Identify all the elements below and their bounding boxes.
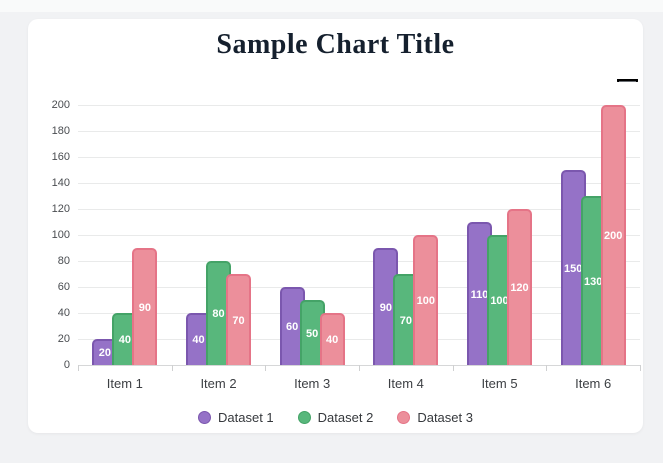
bar-value-label: 40 <box>326 334 339 346</box>
y-tick-label: 100 <box>51 229 70 241</box>
bar-value-label: 100 <box>490 295 509 307</box>
bar-dataset-3-item-4[interactable]: 100 <box>413 235 439 365</box>
x-axis-tick <box>640 365 641 371</box>
x-axis-tick <box>265 365 267 371</box>
legend-marker-icon <box>198 411 212 424</box>
chart-legend: Dataset 1 Dataset 2 Dataset 3 <box>28 410 643 425</box>
y-tick-label: 0 <box>63 359 70 371</box>
bar-value-label: 80 <box>212 308 225 320</box>
bar-value-label: 100 <box>416 295 435 307</box>
bar-value-label: 90 <box>138 301 151 314</box>
gridline <box>78 131 640 132</box>
hamburger-icon[interactable] <box>617 79 638 95</box>
bar-value-label: 200 <box>603 230 623 242</box>
bar-value-label: 70 <box>399 314 412 327</box>
x-axis-tick <box>359 365 360 371</box>
bar-dataset-3-item-2[interactable]: 70 <box>226 274 251 365</box>
legend-item-dataset-1[interactable]: Dataset 1 <box>198 410 274 425</box>
y-tick-label: 60 <box>57 281 70 293</box>
legend-marker-icon <box>397 411 411 424</box>
bar-value-label: 60 <box>286 321 299 333</box>
x-axis-label: Item 5 <box>481 376 518 391</box>
gridline <box>78 209 640 210</box>
bar-value-label: 120 <box>510 282 529 294</box>
bar-value-label: 130 <box>583 275 603 288</box>
x-axis-label: Item 6 <box>575 376 612 391</box>
x-axis-tick <box>171 365 173 371</box>
bar-value-label: 70 <box>232 314 245 327</box>
gridline <box>78 261 640 262</box>
y-tick-label: 180 <box>51 125 70 137</box>
bar-dataset-3-item-1[interactable]: 90 <box>132 248 158 365</box>
chart-title: Sample Chart Title <box>216 29 455 60</box>
gridline <box>78 105 640 106</box>
y-tick-label: 200 <box>51 99 70 111</box>
bar-value-label: 40 <box>192 334 205 346</box>
x-axis-tick <box>78 365 79 371</box>
x-axis-label: Item 4 <box>387 376 424 391</box>
y-tick-label: 140 <box>51 177 70 189</box>
gridline <box>78 157 640 158</box>
y-tick-label: 40 <box>57 307 70 319</box>
bar-dataset-3-item-6[interactable]: 200 <box>600 105 626 365</box>
gridline <box>78 313 640 314</box>
y-tick-label: 120 <box>51 203 70 215</box>
legend-item-dataset-2[interactable]: Dataset 2 <box>297 410 374 425</box>
y-tick-label: 80 <box>57 255 70 267</box>
legend-item-dataset-3[interactable]: Dataset 3 <box>397 410 473 425</box>
bar-chart: 0 20 40 60 80 100 120 140 160 180 200 20 40 60 90 110 15… <box>28 19 643 433</box>
chart-card: Sample Chart Title 0 20 40 60 80 100 120 140 160… <box>28 19 643 433</box>
gridline <box>78 287 640 288</box>
legend-label: Dataset 1 <box>218 410 274 425</box>
legend-label: Dataset 3 <box>417 410 473 425</box>
y-tick-label: 20 <box>57 333 70 345</box>
gridline <box>78 183 640 184</box>
bar-dataset-3-item-5[interactable]: 120 <box>507 209 532 365</box>
bar-value-label: 110 <box>470 288 489 301</box>
bar-value-label: 40 <box>118 334 131 346</box>
hamburger-icon-bar <box>617 79 638 82</box>
page-top-strip <box>0 0 663 12</box>
legend-marker-icon <box>297 411 311 424</box>
bar-value-label: 20 <box>98 347 111 359</box>
x-axis-tick <box>452 365 454 371</box>
bar-value-label: 150 <box>563 262 583 275</box>
y-tick-label: 160 <box>51 151 70 163</box>
x-axis-label: Item 1 <box>106 376 143 391</box>
x-axis-label: Item 2 <box>200 376 237 391</box>
bar-dataset-3-item-3[interactable]: 40 <box>319 313 345 365</box>
legend-label: Dataset 2 <box>317 410 374 425</box>
bar-value-label: 50 <box>306 327 319 340</box>
x-axis-label: Item 3 <box>294 376 331 391</box>
x-axis-tick <box>546 365 548 371</box>
gridline <box>78 339 640 340</box>
bar-value-label: 90 <box>379 301 392 314</box>
gridline <box>78 235 640 236</box>
